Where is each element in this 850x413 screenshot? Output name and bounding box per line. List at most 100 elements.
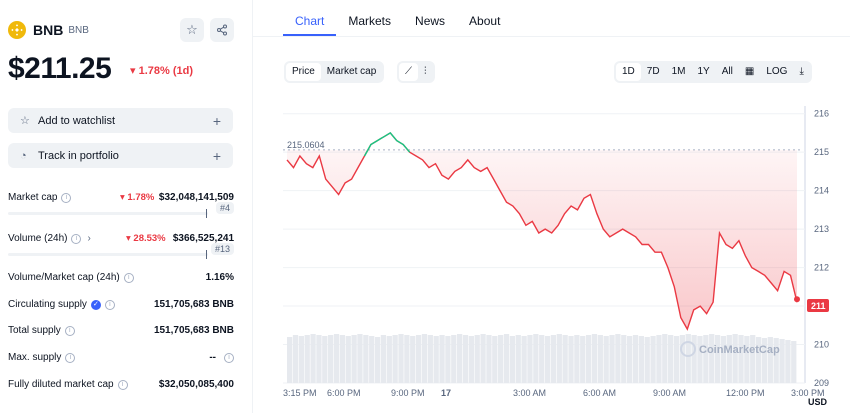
volume-bar: [380, 335, 387, 383]
volume-bar: [492, 336, 498, 383]
range-1y[interactable]: 1Y: [697, 66, 710, 77]
info-icon[interactable]: i: [65, 352, 76, 363]
stat-label: Volume (24h): [8, 233, 68, 244]
stat-value: 151,705,683 BNB: [153, 325, 234, 336]
volume-bar: [726, 335, 732, 383]
tab-markets[interactable]: Markets: [348, 14, 392, 28]
volume-bar: [767, 337, 773, 383]
volume-bar: [462, 335, 469, 383]
volume-bar: [597, 335, 603, 383]
y-tick-label: 216: [814, 109, 829, 119]
volume-bar: [298, 336, 304, 383]
stat-volume: Volume (24h) i › ▾ 28.53% $366,525,241: [8, 233, 234, 244]
tab-about[interactable]: About: [469, 14, 501, 28]
volume-bar: [445, 336, 451, 383]
volume-bar: [392, 335, 398, 383]
volume-bar: [709, 334, 715, 383]
range-7d[interactable]: 7D: [646, 66, 660, 77]
share-button[interactable]: [210, 18, 234, 42]
volume-bar: [322, 336, 328, 383]
watchlist-label: Add to watchlist: [38, 114, 116, 127]
volume-bar: [673, 336, 680, 383]
tab-chart[interactable]: Chart: [283, 0, 337, 36]
volume-bar: [609, 335, 615, 383]
volume-bar: [556, 334, 562, 383]
volume-bar: [644, 337, 650, 383]
stat-value: --: [209, 352, 216, 363]
volume-bar: [310, 334, 316, 383]
info-icon[interactable]: i: [123, 272, 134, 283]
price-option[interactable]: Price: [286, 63, 321, 81]
info-icon[interactable]: i: [61, 192, 72, 203]
stat-fully-diluted-market-cap: Fully diluted market cap i $32,050,085,4…: [8, 379, 234, 390]
volume-bar: [785, 340, 791, 383]
calendar-icon[interactable]: ▦: [744, 66, 755, 77]
volume-bar: [333, 334, 340, 383]
volume-bar: [421, 334, 428, 383]
track-portfolio-button[interactable]: ◔ Track in portfolio +: [8, 143, 233, 168]
volume-bar: [750, 335, 756, 383]
stat-change: ▾ 1.78%: [120, 192, 155, 203]
info-icon[interactable]: i: [64, 325, 75, 336]
volume-bar: [744, 336, 750, 383]
volume-bar: [668, 335, 674, 383]
price-line-up: [363, 131, 411, 157]
price-area-fill: [287, 149, 797, 330]
download-icon[interactable]: ⤓: [799, 66, 804, 77]
stat-label: Max. supply: [8, 352, 62, 363]
verified-icon: ✓: [90, 299, 101, 310]
volume-bar: [662, 334, 668, 383]
volume-bar: [386, 336, 392, 383]
info-icon[interactable]: i: [224, 352, 234, 363]
range-1d[interactable]: 1D: [616, 63, 641, 81]
chevron-right-icon[interactable]: ›: [87, 233, 91, 244]
volume-bar: [363, 335, 369, 383]
add-to-watchlist-button[interactable]: ☆ Add to watchlist +: [8, 108, 233, 133]
range-1m[interactable]: 1M: [671, 66, 686, 77]
volume-bar: [603, 336, 609, 383]
panel-divider: [252, 0, 253, 413]
volume-bar: [720, 336, 727, 383]
volume-bar: [697, 336, 703, 383]
x-tick-label: 12:00 PM: [726, 388, 765, 398]
info-icon[interactable]: i: [117, 379, 128, 390]
y-tick-label: 212: [814, 263, 829, 273]
star-watchlist-button[interactable]: ☆: [180, 18, 204, 42]
volume-bar: [503, 334, 510, 383]
volume-bar: [486, 335, 492, 383]
share-icon: [217, 24, 227, 36]
tab-news[interactable]: News: [415, 14, 446, 28]
market-cap-option[interactable]: Market cap: [326, 66, 377, 77]
coinmarketcap-logo-icon: [680, 341, 696, 357]
candlestick-icon[interactable]: ⫶: [424, 66, 427, 77]
volume-bar: [468, 336, 474, 383]
info-icon[interactable]: i: [104, 299, 115, 310]
volume-bar: [679, 335, 686, 383]
volume-bar: [562, 335, 568, 383]
price-chart[interactable]: 215.0604 216215214213212211210209 211 3:…: [283, 100, 843, 413]
info-icon[interactable]: i: [71, 233, 82, 244]
volume-bar: [304, 335, 310, 383]
volume-bar: [732, 334, 738, 383]
volume-bar: [627, 336, 633, 383]
volume-bar: [580, 336, 586, 383]
volume-bar: [779, 339, 785, 383]
volume-bar: [345, 336, 351, 383]
volume-bar: [404, 335, 410, 383]
price-change-1d: ▾ 1.78% (1d): [130, 65, 193, 77]
volume-bar: [316, 335, 322, 383]
volume-bar: [568, 336, 574, 383]
x-tick-label: 3:15 PM: [283, 388, 317, 398]
line-chart-icon[interactable]: ⟋: [399, 63, 418, 81]
volume-bar: [615, 334, 621, 383]
volume-bar: [451, 335, 457, 383]
coin-summary-panel: BNB BNB ☆ $211.25 ▾ 1.78% (1d) ☆ Add to …: [0, 0, 240, 413]
range-all[interactable]: All: [721, 66, 733, 77]
volume-bar: [339, 335, 346, 383]
volume-bar: [521, 336, 527, 383]
rank-bar: [8, 209, 208, 218]
rank-bar: [8, 250, 208, 259]
log-scale-button[interactable]: LOG: [766, 66, 788, 77]
volume-bar: [591, 334, 598, 383]
volume-bar: [480, 334, 486, 383]
